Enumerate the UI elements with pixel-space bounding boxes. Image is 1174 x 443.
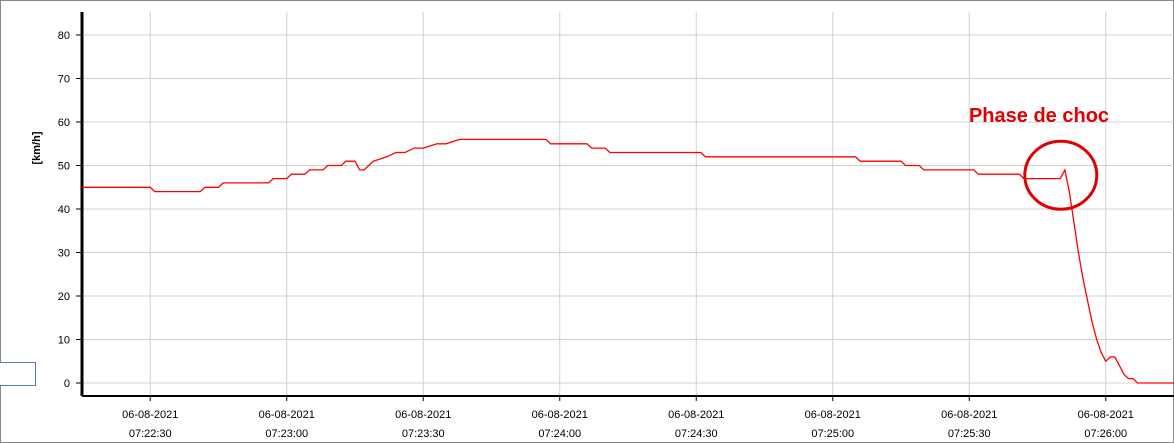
x-tick-time: 07:24:00 — [538, 428, 581, 440]
y-tick-label: 80 — [58, 30, 70, 42]
y-axis-label: [km/h] — [31, 131, 43, 164]
y-tick-label: 20 — [58, 291, 70, 303]
x-tick-date: 06-08-2021 — [122, 409, 178, 421]
x-tick-date: 06-08-2021 — [805, 409, 861, 421]
x-ticks: 06-08-2021 07:22:30 06-08-2021 07:23:00 06-0… — [122, 396, 1134, 440]
x-tick-date: 06-08-2021 — [259, 409, 315, 421]
x-tick-time: 07:26:00 — [1084, 428, 1127, 440]
x-tick-date: 06-08-2021 — [395, 409, 451, 421]
shock-phase-circle — [1023, 139, 1099, 211]
x-tick-date: 06-08-2021 — [668, 409, 724, 421]
y-tick-label: 60 — [58, 117, 70, 129]
x-tick-time: 07:22:30 — [129, 428, 172, 440]
y-ticks: 0 10 20 30 40 50 60 70 80 — [58, 30, 82, 390]
y-tick-label: 50 — [58, 161, 70, 173]
y-tick-label: 10 — [58, 335, 70, 347]
grid — [82, 12, 1174, 396]
axes — [80, 12, 1174, 397]
speed-series-line — [82, 138, 1174, 384]
x-tick-date: 06-08-2021 — [941, 409, 997, 421]
y-tick-label: 30 — [58, 248, 70, 260]
y-tick-label: 70 — [58, 74, 70, 86]
x-tick-time: 07:23:00 — [265, 428, 308, 440]
x-tick-date: 06-08-2021 — [532, 409, 588, 421]
x-tick-time: 07:25:00 — [811, 428, 854, 440]
shock-phase-annotation: Phase de choc — [969, 105, 1109, 127]
y-tick-label: 40 — [58, 204, 70, 216]
x-tick-date: 06-08-2021 — [1078, 409, 1134, 421]
y-tick-label: 0 — [64, 378, 70, 390]
x-tick-time: 07:24:30 — [675, 428, 718, 440]
x-tick-time: 07:23:30 — [402, 428, 445, 440]
scroll-indicator-box[interactable] — [0, 362, 36, 386]
x-tick-time: 07:25:30 — [948, 428, 991, 440]
